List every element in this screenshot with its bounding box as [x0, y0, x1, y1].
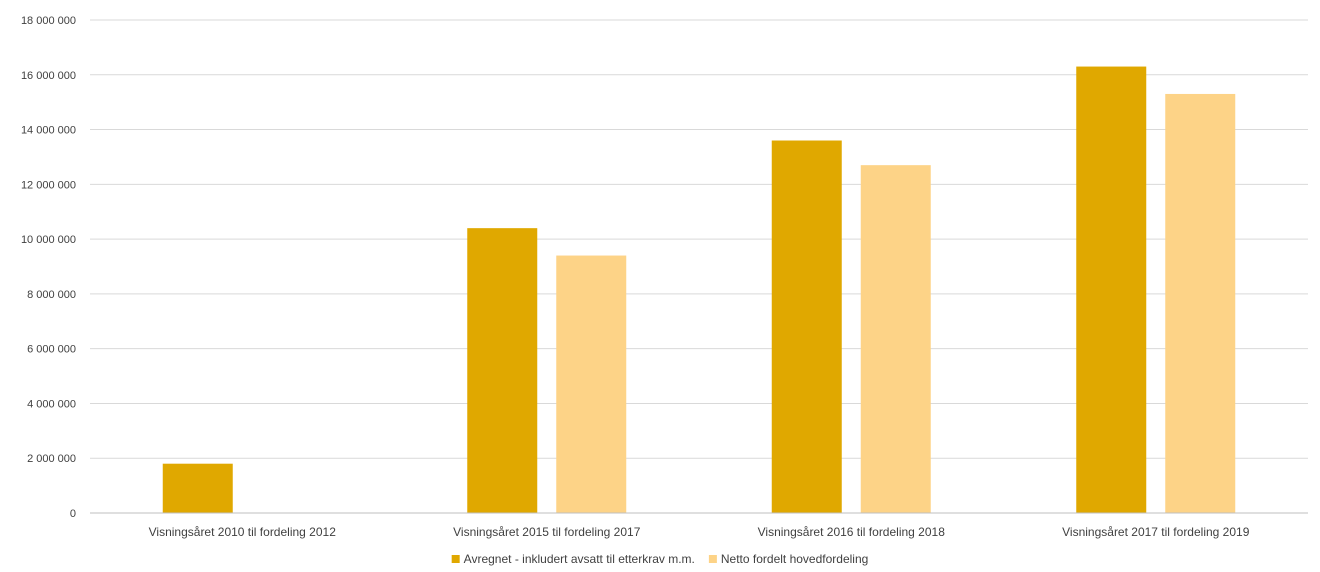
bars	[162, 66, 1236, 514]
legend-swatch	[451, 555, 460, 563]
legend-swatch	[708, 555, 717, 563]
bar-series-1	[162, 463, 233, 513]
y-tick-label: 16 000 000	[21, 70, 76, 82]
bar-series-1	[1076, 66, 1147, 514]
legend-item-2: Netto fordelt hovedfordeling	[708, 552, 868, 566]
legend: Avregnet - inkludert avsatt til etterkra…	[451, 552, 868, 566]
bar-series-1	[467, 228, 538, 513]
gridlines	[90, 19, 1308, 459]
y-tick-label: 6 000 000	[27, 344, 76, 356]
y-axis-tick-labels: 0 2 000 000 4 000 000 6 000 000 8 000 000 10 …	[21, 15, 76, 520]
legend-item-1: Avregnet - inkludert avsatt til etterkra…	[451, 552, 695, 566]
legend-label: Avregnet - inkludert avsatt til etterkra…	[464, 552, 695, 566]
y-tick-label: 14 000 000	[21, 125, 76, 137]
legend-label: Netto fordelt hovedfordeling	[721, 552, 868, 566]
y-tick-label: 4 000 000	[27, 398, 76, 410]
x-category-label: Visningsåret 2017 til fordeling 2019	[1062, 525, 1250, 539]
bar-series-1	[771, 140, 842, 513]
bar-series-2	[1165, 93, 1236, 513]
x-category-label: Visningsåret 2015 til fordeling 2017	[453, 525, 641, 539]
y-tick-label: 8 000 000	[27, 289, 76, 301]
x-category-label: Visningsåret 2016 til fordeling 2018	[758, 525, 946, 539]
y-tick-label: 12 000 000	[21, 179, 76, 191]
y-tick-label: 2 000 000	[27, 453, 76, 465]
bar-series-2	[860, 165, 931, 513]
bar-series-2	[556, 255, 627, 514]
x-axis-category-labels: Visningsåret 2010 til fordeling 2012 Visn…	[149, 525, 1250, 539]
y-tick-label: 18 000 000	[21, 15, 76, 27]
y-tick-label: 10 000 000	[21, 234, 76, 246]
y-tick-label: 0	[70, 508, 76, 520]
x-category-label: Visningsåret 2010 til fordeling 2012	[149, 525, 337, 539]
